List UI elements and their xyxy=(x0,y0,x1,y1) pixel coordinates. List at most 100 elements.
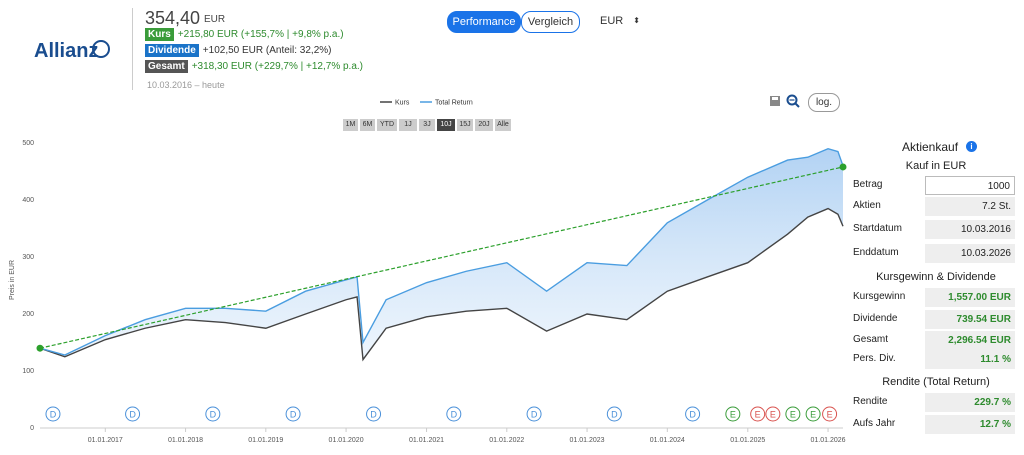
zoom-icon[interactable] xyxy=(786,94,800,108)
event-marker xyxy=(725,406,741,422)
range-button[interactable]: 20J xyxy=(475,119,493,131)
panel-value: 229.7 % xyxy=(925,393,1015,412)
y-axis-label: Preis in EUR xyxy=(9,260,16,300)
panel-label: Pers. Div. xyxy=(853,353,896,364)
tab[interactable]: Performance xyxy=(447,11,521,33)
panel-value: 1,557.00 EUR xyxy=(925,288,1015,307)
save-icon[interactable] xyxy=(770,96,780,106)
range-button[interactable]: 6M xyxy=(360,119,375,131)
amount-input[interactable]: 1000 xyxy=(925,176,1015,195)
event-label: D xyxy=(129,410,136,420)
legend-label: Total Return xyxy=(435,100,473,107)
series-line xyxy=(39,207,844,362)
trend-point xyxy=(839,163,847,171)
series-line xyxy=(39,147,844,356)
price-currency: EUR xyxy=(204,14,226,25)
event-marker xyxy=(526,406,542,422)
x-tick-label: 01.01.2019 xyxy=(248,437,283,444)
log-button[interactable]: log. xyxy=(808,93,840,112)
event-marker xyxy=(685,406,701,422)
event-marker xyxy=(45,406,61,422)
logo: Allianz xyxy=(34,40,99,62)
event-label: E xyxy=(810,410,816,420)
trend-point xyxy=(36,344,44,352)
event-marker xyxy=(446,406,462,422)
event-label: D xyxy=(451,410,458,420)
range-button[interactable]: Alle xyxy=(495,119,511,131)
event-label: E xyxy=(770,410,776,420)
x-tick-label: 01.01.2026 xyxy=(811,437,846,444)
x-tick-label: 01.01.2021 xyxy=(409,437,444,444)
y-tick-label: 200 xyxy=(22,311,34,318)
tab[interactable]: Vergleich xyxy=(521,11,580,33)
price: 354,40 xyxy=(145,8,201,28)
panel-label: Dividende xyxy=(853,313,898,324)
x-tick-label: 01.01.2020 xyxy=(329,437,364,444)
currency-select[interactable]: EUR ⬍ xyxy=(596,11,644,31)
range-button[interactable]: 1M xyxy=(343,119,358,131)
event-marker xyxy=(750,406,766,422)
panel-label: Kursgewinn xyxy=(853,291,906,302)
currency: EUR xyxy=(600,15,624,27)
event-marker xyxy=(205,406,221,422)
summary-tag: Gesamt xyxy=(145,60,188,73)
event-marker xyxy=(765,406,781,422)
event-label: D xyxy=(689,410,696,420)
event-label: E xyxy=(790,410,796,420)
event-marker xyxy=(285,406,301,422)
event-label: D xyxy=(611,410,618,420)
summary-text: +318,30 EUR (+229,7% | +12,7% p.a.) xyxy=(191,61,364,72)
event-label: E xyxy=(730,410,736,420)
event-label: D xyxy=(531,410,538,420)
panel-value: 10.03.2016 xyxy=(925,220,1015,239)
panel-value: 12.7 % xyxy=(925,415,1015,434)
x-tick-label: 01.01.2017 xyxy=(88,437,123,444)
event-label: E xyxy=(827,410,833,420)
event-marker xyxy=(785,406,801,422)
event-marker xyxy=(606,406,622,422)
panel-label: Betrag xyxy=(853,179,883,190)
y-tick-label: 500 xyxy=(22,140,34,147)
panel-value: 10.03.2026 xyxy=(925,244,1015,263)
panel-label: Rendite xyxy=(853,396,888,407)
panel-value: 2,296.54 EUR xyxy=(925,331,1015,350)
summary-row: Gesamt +318,30 EUR (+229,7% | +12,7% p.a.… xyxy=(145,60,364,73)
summary-tag: Kurs xyxy=(145,28,174,41)
info-icon[interactable]: i xyxy=(966,141,977,152)
range-button[interactable]: 10J xyxy=(437,119,455,131)
summary-tag: Dividende xyxy=(145,44,199,57)
panel-value: 11.1 % xyxy=(925,350,1015,369)
range-button[interactable]: 1J xyxy=(399,119,417,131)
x-tick-label: 01.01.2022 xyxy=(489,437,524,444)
x-tick-label: 01.01.2025 xyxy=(730,437,765,444)
range-button[interactable]: 15J xyxy=(457,119,473,131)
event-marker xyxy=(805,406,821,422)
separator xyxy=(132,8,133,90)
panel-label: Aktien xyxy=(853,200,881,211)
panel-label: Enddatum xyxy=(853,247,899,258)
panel-heading: Kursgewinn & Dividende xyxy=(876,271,996,283)
event-marker xyxy=(125,406,141,422)
event-label: D xyxy=(50,410,57,420)
panel-title: Aktienkauf xyxy=(902,140,959,154)
x-tick-label: 01.01.2023 xyxy=(570,437,605,444)
event-marker xyxy=(366,406,382,422)
period: 10.03.2016 – heute xyxy=(147,80,225,90)
summary-text: +215,80 EUR (+155,7% | +9,8% p.a.) xyxy=(177,29,344,40)
panel-value: 739.54 EUR xyxy=(925,310,1015,329)
event-label: D xyxy=(290,410,297,420)
summary-row: Dividende +102,50 EUR (Anteil: 32,2%) xyxy=(145,44,332,57)
trend-line xyxy=(39,166,844,349)
legend-label: Kurs xyxy=(395,100,410,107)
event-label: D xyxy=(210,410,217,420)
range-button[interactable]: YTD xyxy=(377,119,397,131)
panel-label: Startdatum xyxy=(853,223,902,234)
range-button[interactable]: 3J xyxy=(419,119,435,131)
event-marker xyxy=(822,406,838,422)
chart: 0 100 200 300 400 500 Preis in EUR 01.01.2017 01… xyxy=(9,94,847,444)
summary-text: +102,50 EUR (Anteil: 32,2%) xyxy=(202,45,332,56)
x-tick-label: 01.01.2018 xyxy=(168,437,203,444)
summary-row: Kurs +215,80 EUR (+155,7% | +9,8% p.a.) xyxy=(145,28,344,41)
event-label: E xyxy=(755,410,761,420)
